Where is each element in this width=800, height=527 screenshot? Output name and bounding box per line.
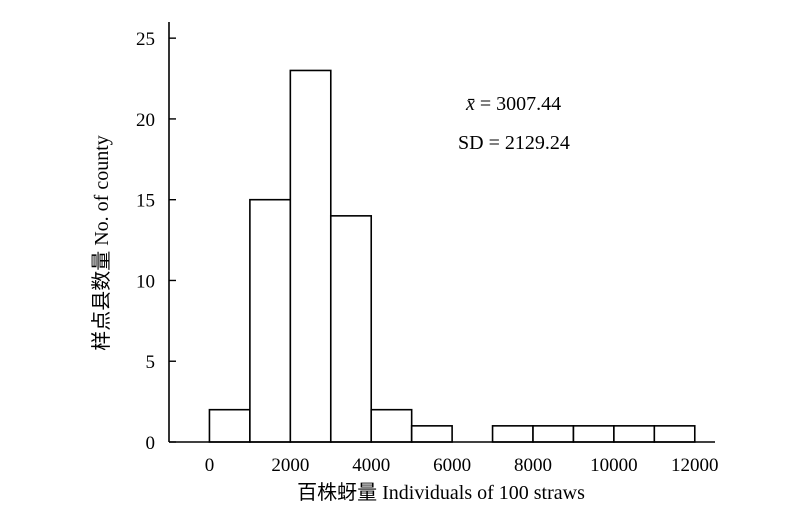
- histogram-bar-10000-11000: [613, 425, 656, 443]
- histogram-bar-2000-3000: [289, 69, 332, 443]
- x-tick-label-4000: 4000: [352, 455, 390, 476]
- x-tick-label-2000: 2000: [271, 455, 309, 476]
- x-tick-label-6000: 6000: [433, 455, 471, 476]
- histogram-bar-1000-2000: [249, 198, 292, 443]
- x-tick-label-12000: 12000: [671, 455, 719, 476]
- histogram-bar-0-1000: [208, 408, 251, 443]
- histogram-bar-5000-6000: [410, 425, 453, 443]
- axes-group: [168, 22, 715, 443]
- histogram-bar-8000-9000: [532, 425, 575, 443]
- mean-symbol: x̄: [465, 93, 475, 115]
- histogram-bar-11000-12000: [653, 425, 696, 443]
- ticks-group: 0 5 10 15 20 25 0 2000 4000 6000 8000 10000 12000: [136, 29, 719, 476]
- y-tick-label-15: 15: [136, 191, 155, 212]
- mean-value: = 3007.44: [475, 93, 561, 115]
- x-axis-title: 百株蚜量 Individuals of 100 straws: [297, 481, 585, 504]
- y-tick-label-20: 20: [136, 110, 155, 131]
- mean-annotation: x̄ = 3007.44: [465, 93, 561, 115]
- histogram-bar-7000-8000: [491, 425, 534, 443]
- y-tick-label-0: 0: [146, 433, 156, 454]
- sd-annotation: SD = 2129.24: [458, 132, 570, 154]
- y-tick-label-25: 25: [136, 29, 155, 50]
- x-tick-label-10000: 10000: [590, 455, 638, 476]
- y-axis-title: 样点县数量 No. of county: [90, 135, 113, 351]
- histogram-bar-3000-4000: [329, 215, 373, 443]
- y-tick-label-5: 5: [146, 352, 156, 373]
- histogram-bar-9000-10000: [572, 425, 615, 443]
- x-tick-label-0: 0: [205, 455, 215, 476]
- bars-group: [208, 69, 696, 443]
- x-tick-label-8000: 8000: [514, 455, 552, 476]
- y-tick-label-10: 10: [136, 271, 155, 292]
- histogram-bar-4000-5000: [370, 408, 413, 443]
